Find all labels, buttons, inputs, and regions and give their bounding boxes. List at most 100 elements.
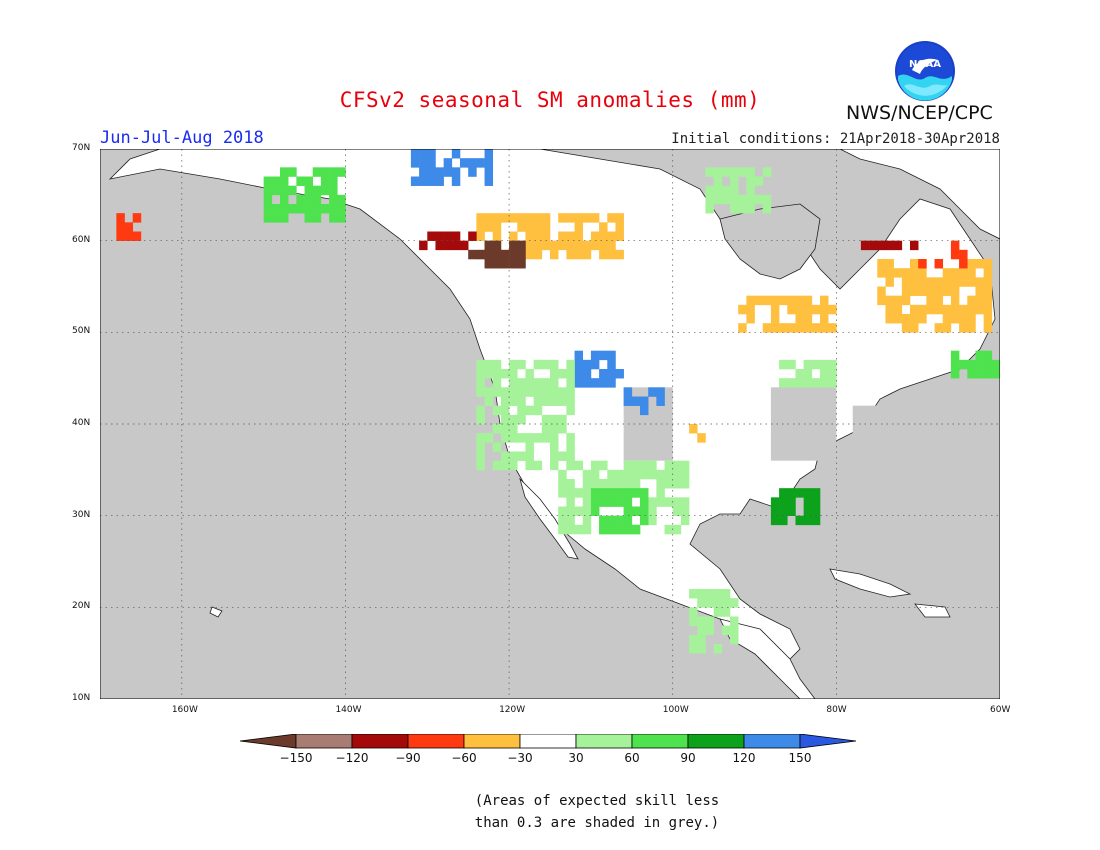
anomaly-cell-wet-90 bbox=[263, 194, 273, 205]
anomaly-cell-wet-150 bbox=[484, 176, 494, 186]
anomaly-cell-wet-60 bbox=[738, 204, 747, 214]
anomaly-cell-wet-90 bbox=[304, 194, 314, 205]
anomaly-cell-dry-30 bbox=[615, 231, 624, 241]
anomaly-cell-wet-60 bbox=[599, 460, 608, 471]
anomaly-cell-dry-30 bbox=[959, 304, 968, 315]
anomaly-cell-wet-90 bbox=[599, 515, 608, 526]
anomaly-cell-wet-60 bbox=[476, 433, 485, 443]
anomaly-cell-wet-90 bbox=[312, 194, 322, 205]
anomaly-cell-dry-150 bbox=[500, 249, 510, 260]
anomaly-cell-wet-150 bbox=[599, 369, 608, 379]
anomaly-cell-wet-120 bbox=[779, 488, 788, 498]
anomaly-cell-wet-90 bbox=[304, 176, 314, 186]
anomaly-cell-wet-90 bbox=[983, 369, 993, 379]
anomaly-cell-dry-30 bbox=[574, 240, 584, 251]
legend-tick-label: 30 bbox=[568, 751, 583, 765]
anomaly-cell-dry-90 bbox=[132, 231, 142, 241]
anomaly-cell-wet-60 bbox=[631, 479, 641, 489]
anomaly-cell-wet-60 bbox=[672, 506, 682, 516]
anomaly-cell-dry-30 bbox=[901, 286, 911, 296]
anomaly-cell-wet-60 bbox=[566, 488, 575, 498]
anomaly-cell-dry-30 bbox=[950, 277, 960, 287]
anomaly-cell-wet-60 bbox=[713, 644, 723, 654]
anomaly-cell-wet-60 bbox=[730, 176, 739, 186]
legend-swatch bbox=[799, 734, 857, 749]
anomaly-cell-dry-30 bbox=[484, 213, 494, 223]
anomaly-cell-wet-90 bbox=[280, 204, 289, 214]
anomaly-cell-wet-60 bbox=[590, 479, 600, 489]
anomaly-cell-wet-90 bbox=[320, 204, 330, 214]
anomaly-cell-dry-30 bbox=[689, 424, 698, 434]
anomaly-cell-wet-60 bbox=[476, 405, 485, 416]
anomaly-cell-dry-30 bbox=[967, 295, 976, 306]
anomaly-cell-wet-150 bbox=[484, 158, 494, 168]
anomaly-cell-wet-60 bbox=[689, 634, 698, 645]
logo-text: NOAA bbox=[909, 59, 941, 70]
anomaly-cell-wet-60 bbox=[492, 369, 502, 379]
anomaly-cell-wet-60 bbox=[697, 589, 706, 599]
anomaly-cell-dry-30 bbox=[910, 286, 919, 296]
landmass-cuba bbox=[829, 568, 912, 598]
anomaly-cell-wet-60 bbox=[787, 378, 796, 388]
anomaly-cell-dry-30 bbox=[967, 259, 976, 269]
anomaly-cell-wet-60 bbox=[754, 176, 764, 186]
anomaly-cell-wet-150 bbox=[607, 378, 616, 388]
anomaly-cell-dry-30 bbox=[541, 222, 551, 232]
anomaly-cell-wet-150 bbox=[656, 387, 665, 397]
anomaly-cell-wet-90 bbox=[631, 524, 641, 535]
anomaly-cell-wet-150 bbox=[640, 396, 649, 406]
anomaly-cell-wet-60 bbox=[811, 378, 821, 388]
anomaly-cell-wet-60 bbox=[607, 469, 616, 480]
anomaly-cell-wet-60 bbox=[533, 405, 543, 416]
anomaly-cell-dry-30 bbox=[975, 259, 984, 269]
anomaly-cell-wet-60 bbox=[500, 396, 510, 406]
anomaly-cell-dry-120 bbox=[910, 240, 919, 251]
anomaly-cell-dry-30 bbox=[918, 304, 927, 315]
anomaly-cell-wet-60 bbox=[566, 497, 575, 507]
anomaly-cell-wet-60 bbox=[558, 387, 567, 397]
anomaly-cell-dry-30 bbox=[967, 323, 976, 333]
anomaly-cell-wet-120 bbox=[803, 488, 813, 498]
anomaly-cell-wet-60 bbox=[582, 506, 592, 516]
anomaly-cell-dry-90 bbox=[116, 213, 125, 223]
landmass-hawaii bbox=[209, 606, 223, 618]
anomaly-cell-wet-150 bbox=[599, 350, 608, 361]
anomaly-cell-dry-30 bbox=[795, 323, 804, 333]
anomaly-cell-wet-150 bbox=[410, 149, 420, 159]
anomaly-cell-wet-60 bbox=[558, 396, 567, 406]
anomaly-cell-wet-150 bbox=[484, 149, 494, 159]
anomaly-cell-wet-60 bbox=[509, 424, 518, 434]
anomaly-cell-wet-60 bbox=[533, 387, 543, 397]
anomaly-cell-wet-60 bbox=[656, 488, 665, 498]
anomaly-cell-wet-120 bbox=[795, 515, 804, 526]
anomaly-cell-wet-60 bbox=[509, 414, 518, 425]
anomaly-cell-wet-60 bbox=[533, 396, 543, 406]
latitude-tick-label: 60N bbox=[72, 234, 91, 245]
anomaly-cell-wet-60 bbox=[566, 433, 575, 443]
anomaly-cell-dry-30 bbox=[893, 314, 903, 324]
anomaly-cell-dry-30 bbox=[820, 314, 829, 324]
anomaly-cell-wet-90 bbox=[280, 194, 289, 205]
anomaly-cell-dry-30 bbox=[918, 286, 927, 296]
anomaly-cell-wet-60 bbox=[476, 451, 485, 461]
anomaly-cell-dry-30 bbox=[910, 304, 919, 315]
anomaly-cell-dry-30 bbox=[762, 323, 772, 333]
latitude-tick-label: 40N bbox=[72, 418, 91, 428]
anomaly-cell-dry-30 bbox=[975, 277, 984, 287]
anomaly-cell-wet-60 bbox=[713, 194, 723, 205]
anomaly-cell-wet-60 bbox=[566, 524, 575, 535]
anomaly-cell-wet-120 bbox=[811, 506, 821, 516]
anomaly-cell-dry-30 bbox=[599, 240, 608, 251]
anomaly-cell-dry-30 bbox=[779, 295, 788, 306]
anomaly-cells bbox=[116, 149, 1000, 654]
anomaly-cell-wet-60 bbox=[550, 433, 559, 443]
skill-note-line-1: (Areas of expected skill less bbox=[474, 793, 720, 809]
anomaly-cell-dry-30 bbox=[885, 268, 894, 278]
anomaly-cell-wet-60 bbox=[680, 460, 690, 471]
anomaly-cell-wet-60 bbox=[558, 414, 567, 425]
anomaly-cell-wet-60 bbox=[640, 460, 649, 471]
anomaly-cell-wet-60 bbox=[566, 369, 575, 379]
anomaly-cell-dry-30 bbox=[828, 323, 837, 333]
anomaly-cell-wet-150 bbox=[640, 405, 649, 416]
anomaly-cell-wet-60 bbox=[476, 442, 485, 452]
